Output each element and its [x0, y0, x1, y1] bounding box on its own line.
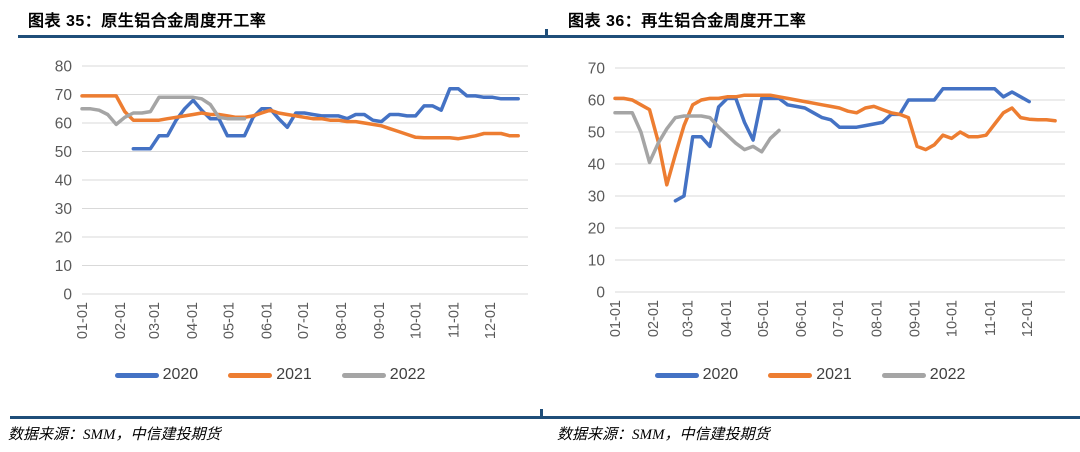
x-tick-label: 03-01 [147, 302, 163, 339]
legend-item-2021: 2021 [228, 366, 312, 384]
series-line-2022 [613, 111, 781, 165]
chart-legend-left: 2020 2021 2022 [0, 366, 540, 384]
y-tick-label: 0 [63, 287, 72, 304]
legend-item-2020: 2020 [654, 366, 739, 384]
x-tick-label: 11-01 [446, 302, 462, 338]
y-tick-label: 10 [55, 258, 73, 275]
x-tick-label: 11-01 [983, 300, 999, 336]
bottom-rule-divider-tick [540, 409, 543, 419]
legend-item-2022: 2022 [341, 366, 426, 384]
legend-line-swatch [881, 372, 926, 378]
y-tick-label: 40 [588, 157, 606, 174]
x-tick-label: 07-01 [296, 302, 312, 339]
series-line-2021 [80, 94, 520, 141]
x-tick-label: 09-01 [372, 302, 388, 339]
y-tick-label: 40 [55, 173, 73, 190]
chart-legend-right: 2020 2021 2022 [540, 366, 1080, 384]
x-tick-label: 01-01 [75, 302, 91, 339]
x-tick-label: 08-01 [869, 300, 885, 337]
series-line-2022 [80, 95, 247, 127]
x-tick-label: 01-01 [608, 300, 624, 337]
x-tick-label: 09-01 [908, 300, 924, 337]
x-tick-label: 06-01 [260, 302, 276, 339]
legend-label: 2022 [389, 366, 426, 383]
series-line-2020 [131, 87, 520, 151]
y-tick-label: 20 [55, 230, 73, 247]
x-tick-label: 10-01 [945, 300, 961, 337]
x-tick-label: 02-01 [646, 300, 662, 337]
y-tick-label: 20 [588, 221, 606, 238]
bottom-rule [10, 416, 1080, 419]
data-source-left: 数据来源：SMM，中信建投期货 [8, 427, 221, 443]
legend-line-swatch [654, 372, 699, 378]
y-tick-label: 30 [588, 189, 606, 206]
chart-title-right: 图表 36：再生铝合金周度开工率 [568, 13, 807, 30]
x-tick-label: 12-01 [1020, 300, 1036, 337]
x-tick-label: 03-01 [681, 300, 697, 337]
y-tick-label: 30 [55, 201, 73, 218]
chart-title-left: 图表 35：原生铝合金周度开工率 [28, 13, 267, 30]
x-tick-label: 08-01 [334, 302, 350, 339]
legend-label: 2021 [276, 366, 312, 383]
x-tick-label: 04-01 [185, 302, 201, 339]
y-tick-label: 60 [55, 116, 73, 133]
legend-label: 2020 [702, 366, 739, 383]
title-rule [18, 35, 1064, 38]
title-rule-divider-tick [545, 29, 548, 38]
legend-item-2022: 2022 [881, 366, 966, 384]
x-tick-label: 05-01 [756, 300, 772, 337]
legend-line-swatch [114, 372, 159, 378]
series-line-2020 [673, 87, 1031, 203]
legend-line-swatch [228, 372, 273, 378]
x-tick-label: 07-01 [831, 300, 847, 337]
y-tick-label: 0 [596, 285, 605, 302]
x-tick-label: 10-01 [409, 302, 425, 339]
data-source-right: 数据来源：SMM，中信建投期货 [557, 427, 770, 443]
legend-label: 2022 [929, 366, 966, 383]
x-tick-label: 05-01 [222, 302, 238, 339]
x-tick-label: 06-01 [794, 300, 810, 337]
x-tick-label: 02-01 [113, 302, 129, 339]
legend-item-2021: 2021 [768, 366, 852, 384]
series-line-2021 [613, 93, 1057, 187]
line-chart-left: 0 10 20 30 40 50 60 70 80 01-01 02-01 03-01 04-01 05-… [55, 59, 528, 339]
legend-item-2020: 2020 [114, 366, 199, 384]
y-tick-label: 80 [55, 59, 73, 76]
legend-line-swatch [341, 372, 386, 378]
y-tick-label: 10 [588, 253, 606, 270]
y-tick-label: 60 [588, 93, 606, 110]
legend-line-swatch [768, 372, 813, 378]
legend-label: 2021 [816, 366, 852, 383]
legend-label: 2020 [162, 366, 199, 383]
y-tick-label: 70 [588, 61, 606, 78]
y-tick-label: 50 [588, 125, 606, 142]
line-chart-right: 0 10 20 30 40 50 60 70 01-01 02-01 03-01 04-01 05-01… [588, 61, 1065, 337]
x-tick-label: 12-01 [483, 302, 499, 339]
x-tick-label: 04-01 [719, 300, 735, 337]
y-tick-label: 70 [55, 87, 73, 104]
y-tick-label: 50 [55, 144, 73, 161]
